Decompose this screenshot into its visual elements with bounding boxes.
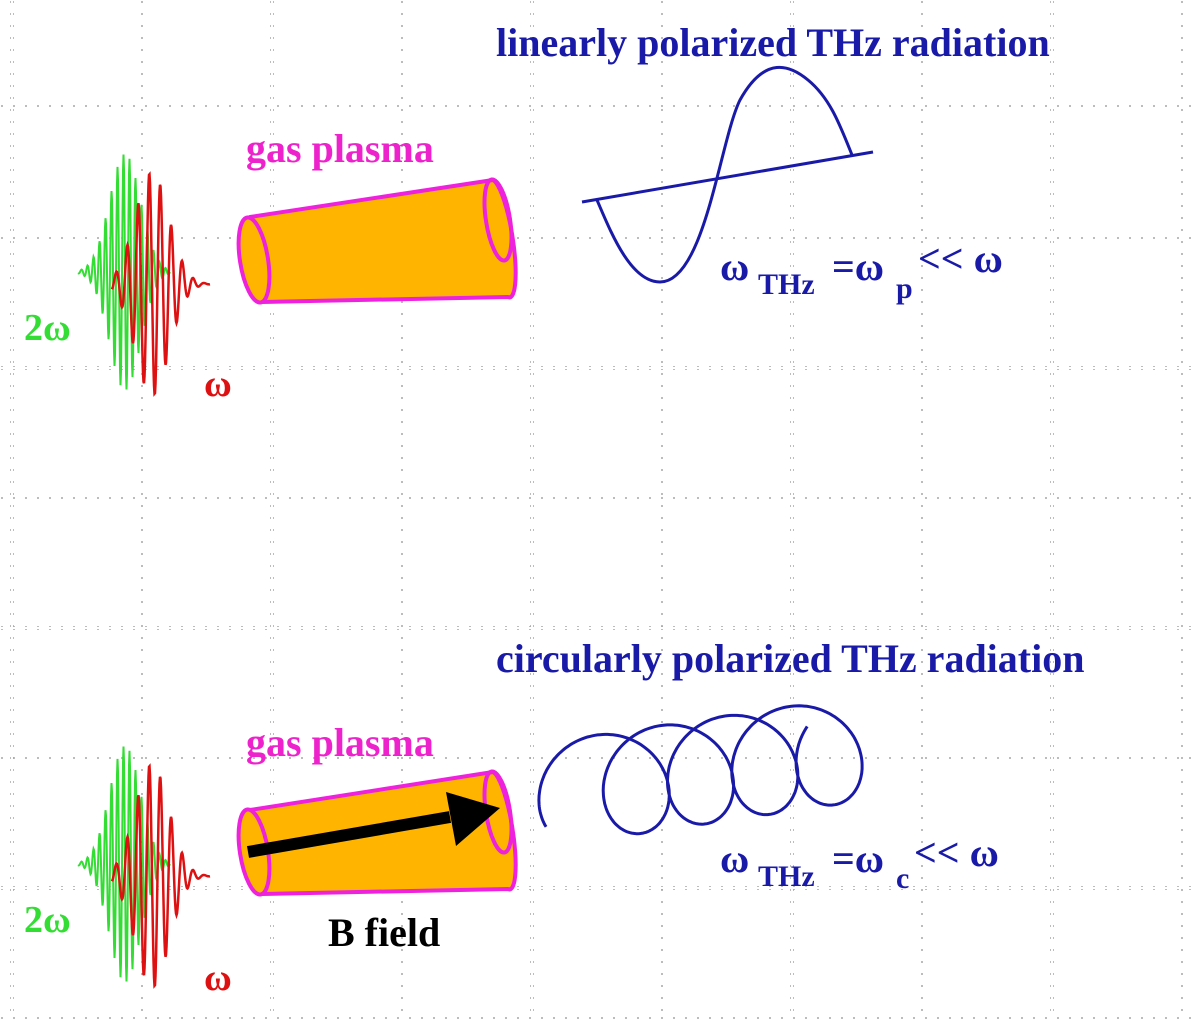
- label-2w: 2ω: [24, 307, 71, 349]
- red-pulse-w: [110, 763, 211, 989]
- title-linear: linearly polarized THz radiation: [496, 20, 1050, 65]
- svg-text:THz: THz: [758, 860, 815, 893]
- green-pulse-2w: [77, 746, 171, 982]
- circular-wave-helix: [537, 704, 864, 836]
- svg-text:p: p: [896, 272, 913, 305]
- b-field-arrow: [246, 792, 500, 858]
- frequency-relation-linear: ω THz =ω p << ω: [720, 236, 1003, 305]
- label-2w: 2ω: [24, 899, 71, 941]
- linear-wave: [595, 65, 854, 284]
- svg-text:ω: ω: [720, 836, 749, 881]
- svg-text:THz: THz: [758, 268, 815, 301]
- label-b-field: B field: [328, 910, 440, 955]
- panel-linear: linearly polarized THz radiation 2ω ω ga…: [24, 20, 1050, 405]
- label-w: ω: [204, 363, 232, 405]
- panel-circular: circularly polarized THz radiation 2ω ω …: [24, 636, 1084, 999]
- label-w: ω: [204, 957, 232, 999]
- red-pulse-w: [110, 171, 211, 397]
- svg-text:ω: ω: [720, 244, 749, 289]
- label-gas-plasma: gas plasma: [246, 126, 434, 171]
- title-circular: circularly polarized THz radiation: [496, 636, 1084, 681]
- plasma-cylinder: [236, 177, 518, 305]
- frequency-relation-circular: ω THz =ω c << ω: [720, 830, 999, 895]
- propagation-axis: [581, 150, 874, 204]
- svg-text:=ω: =ω: [832, 244, 884, 289]
- label-gas-plasma: gas plasma: [246, 720, 434, 765]
- svg-text:c: c: [896, 862, 909, 895]
- svg-text:=ω: =ω: [832, 836, 884, 881]
- green-pulse-2w: [77, 154, 171, 390]
- svg-text:<< ω: << ω: [918, 236, 1003, 281]
- svg-text:<< ω: << ω: [914, 830, 999, 875]
